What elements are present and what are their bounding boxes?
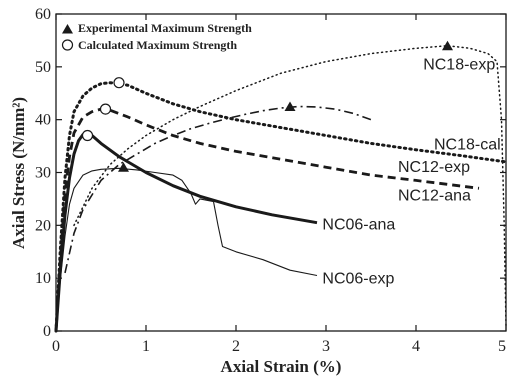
y-tick-label: 20 [35,217,51,234]
legend: Experimental Maximum Strength Calculated… [61,21,252,52]
calculated-max-marker [113,77,125,89]
x-axis-title: Axial Strain (%) [221,357,342,376]
max-strength-markers [81,40,453,172]
series-line-nc12-exp [54,107,480,332]
legend-item-experimental: Experimental Maximum Strength [62,21,252,35]
series-line-nc06-exp [55,167,318,332]
x-tick-label: 4 [412,338,420,355]
experimental-max-marker [284,101,296,111]
x-tick-label: 5 [498,338,506,355]
legend-label-calculated: Calculated Maximum Strength [78,38,237,52]
legend-item-calculated: Calculated Maximum Strength [61,38,237,52]
x-tick-label: 3 [322,338,330,355]
series-label-nc06-ana: NC06-ana [322,217,395,234]
legend-label-experimental: Experimental Maximum Strength [78,21,252,35]
x-tick-label: 0 [52,338,60,355]
y-tick-label: 50 [35,59,51,76]
series-labels: NC18-exp NC18-cal NC12-exp NC12-anaNC06-ana… [322,56,500,287]
x-tick-label: 1 [142,338,150,355]
series-label-nc12-ana: NC12-ana [398,188,471,205]
y-tick-label: 40 [35,112,51,129]
series-label-nc06-exp: NC06-exp [322,270,394,287]
experimental-max-marker [442,40,453,51]
y-tick-label: 60 [35,6,51,23]
series-line-nc12-ana [64,105,372,274]
filled-triangle-icon [62,24,73,34]
y-tick-label: 0 [43,323,51,340]
series-line-nc18-cal [54,81,508,333]
series-label-nc18-cal: NC18-cal [434,136,501,153]
y-tick-label: 30 [35,165,51,182]
x-tick-label: 2 [232,338,240,355]
calculated-max-marker [99,103,112,115]
y-tick-label: 10 [35,270,51,287]
series-line-nc18-exp [73,44,507,327]
y-axis-title: Axial Stress (N/mm²) [9,97,28,249]
experimental-max-marker [118,162,129,172]
series-label-nc12-exp: NC12-exp [398,159,470,176]
open-circle-icon [61,39,74,51]
series-label-nc18-exp: NC18-exp [423,56,495,73]
calculated-max-marker [81,129,94,142]
